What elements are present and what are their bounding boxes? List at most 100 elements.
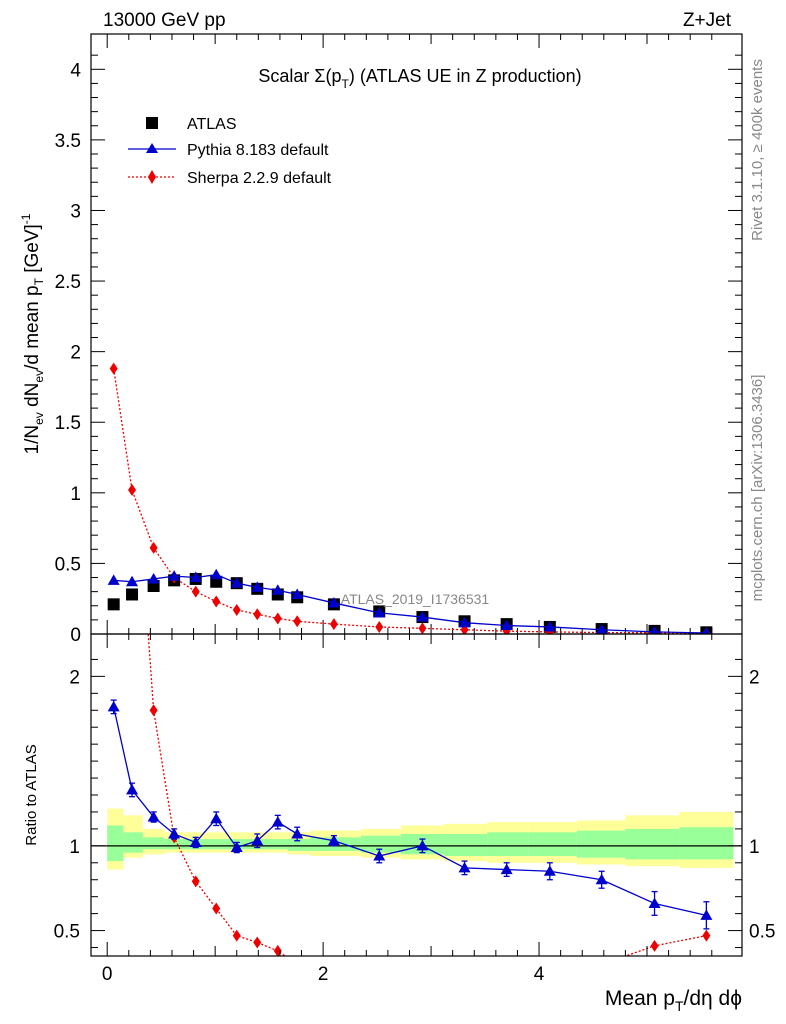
sherpa-ratio-point <box>375 972 383 984</box>
pythia-point <box>126 575 139 587</box>
pythia-ratio-point <box>373 850 386 861</box>
ratio-ylabel: Ratio to ATLAS <box>23 744 40 845</box>
band-green-bin <box>679 827 734 860</box>
pythia-point <box>189 571 202 583</box>
ratio-ytick-label-right: 2 <box>749 667 760 688</box>
xlabel-part-2: /dη dϕ <box>684 987 742 1010</box>
pythia-ratio-point <box>700 909 713 920</box>
pythia-point <box>373 606 386 618</box>
legend-pythia-label: Pythia 8.183 default <box>187 142 329 159</box>
ylabel-part-0: 1/N <box>22 425 43 455</box>
ratio-ytick-label-left: 0.5 <box>54 922 80 943</box>
pythia-point <box>649 625 660 634</box>
pythia-ratio-point <box>291 827 304 839</box>
main-ytick-label: 2.5 <box>55 272 81 293</box>
legend-pythia-marker <box>146 143 158 153</box>
atlas-point <box>107 598 120 611</box>
ylabel-part-7: -1 <box>19 213 33 224</box>
pythia-point <box>458 616 471 628</box>
ylabel-part-6: [GeV] <box>22 224 43 278</box>
band-green-bin <box>287 839 311 851</box>
pythia-point <box>147 572 160 584</box>
sherpa-point <box>329 618 338 631</box>
band-green-bin <box>268 839 288 850</box>
ylabel-part-4: /d mean p <box>22 285 43 370</box>
sherpa-point <box>109 362 118 375</box>
band-green-bin <box>107 825 124 862</box>
pythia-point <box>500 619 513 631</box>
sherpa-point <box>460 623 469 634</box>
main-ytick-label: 0.5 <box>55 554 81 575</box>
legend: ATLAS Pythia 8.183 default Sherpa 2.2.9 … <box>128 116 332 187</box>
sherpa-point <box>293 615 302 628</box>
sherpa-ratio-point <box>650 939 659 952</box>
sherpa-ratio-point <box>191 875 200 888</box>
sherpa-ratio-point <box>273 944 282 956</box>
pythia-ratio-point <box>271 816 284 827</box>
analysis-watermark: ATLAS_2019_I1736531 <box>341 591 490 607</box>
pythia-point <box>702 627 711 634</box>
ratio-frame <box>90 633 743 957</box>
sherpa-point <box>128 484 137 496</box>
pythia-ratio-point <box>416 839 429 851</box>
main-ylabel: 1/Nev dNev/d mean pT [GeV]-1 <box>19 213 46 454</box>
ratio-ytick-label-right: 1 <box>749 837 760 858</box>
main-ytick-label: 4 <box>70 60 81 81</box>
pythia-ratio-point <box>595 873 608 885</box>
header-right: Z+Jet <box>683 10 732 31</box>
sherpa-point <box>212 595 221 608</box>
pythia-ratio-point <box>168 827 181 839</box>
ratio-xtick-label: 4 <box>534 964 545 985</box>
legend-sherpa-marker <box>148 170 156 184</box>
title-main: Scalar Σ(p <box>258 66 341 86</box>
pythia-ratio-point <box>543 865 556 876</box>
main-ytick-label: 0 <box>70 625 81 646</box>
pythia-ratio-line <box>113 706 707 916</box>
ratio-ytick-label-left: 2 <box>69 667 80 688</box>
pythia-ratio-point <box>251 834 264 846</box>
pythia-point <box>416 611 429 622</box>
sherpa-ratio-point <box>702 929 711 942</box>
sherpa-ratio-point <box>253 936 262 949</box>
main-ytick-label: 3 <box>70 201 81 222</box>
sherpa-ratio-point <box>418 975 426 987</box>
ratio-xtick-label: 2 <box>318 964 329 985</box>
pythia-point <box>271 584 284 595</box>
sherpa-ratio-point <box>546 967 554 979</box>
pythia-ratio-point <box>189 836 202 847</box>
sherpa-point <box>375 620 384 633</box>
main-ytick-label: 2 <box>70 343 81 364</box>
ratio-xtick-label: 0 <box>102 964 113 985</box>
band-green-bin <box>206 839 226 850</box>
sherpa-point <box>191 585 200 598</box>
band-green-bin <box>625 828 680 860</box>
sherpa-point <box>418 622 427 634</box>
xlabel-part-1: T <box>675 998 684 1014</box>
pythia-point <box>210 568 223 580</box>
pythia-point <box>291 588 304 599</box>
sherpa-ratio-point <box>149 704 158 717</box>
pythia-ratio-point <box>147 811 160 822</box>
ratio-ytick-label-right: 0.5 <box>749 922 775 943</box>
sherpa-point <box>253 608 262 621</box>
sherpa-ratio-point <box>232 929 241 942</box>
sherpa-ratio-point <box>330 967 338 979</box>
ratio-ytick-label-left: 1 <box>69 837 80 858</box>
pythia-point <box>543 620 556 632</box>
sherpa-ratio-point <box>293 958 301 970</box>
pythia-point <box>595 623 608 634</box>
pythia-point <box>251 581 264 592</box>
sherpa-point <box>149 541 158 554</box>
pythia-ratio-point <box>458 861 471 873</box>
sherpa-ratio-point <box>461 977 469 989</box>
pythia-ratio-point <box>230 841 243 853</box>
sherpa-ratio-point <box>212 902 221 915</box>
pythia-point <box>107 574 120 585</box>
band-green-bin <box>487 832 529 857</box>
sherpa-ratio-point <box>503 974 511 986</box>
legend-atlas-marker <box>146 117 158 129</box>
ratio-clip-group <box>91 634 742 989</box>
mcplots-label: mcplots.cern.ch [arXiv:1306.3436] <box>749 375 766 602</box>
main-title: Scalar Σ(pT) (ATLAS UE in Z production) <box>258 66 581 91</box>
